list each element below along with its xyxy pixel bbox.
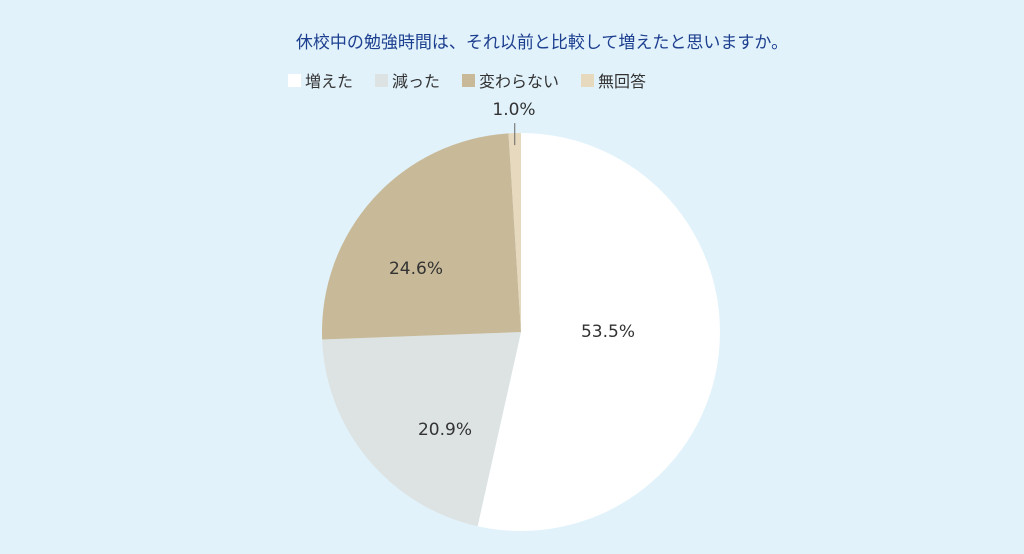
legend-swatch-increased — [288, 73, 301, 87]
chart-legend: 増えた 減った 変わらない 無回答 — [288, 68, 646, 92]
legend-item-no-answer: 無回答 — [581, 68, 646, 92]
legend-label-no-answer: 無回答 — [598, 72, 647, 91]
pie-slice-no-answer — [508, 133, 521, 332]
data-label-decreased: 20.9% — [418, 420, 472, 440]
pie-slice-unchanged — [321, 133, 521, 340]
pie-slice-decreased — [322, 332, 521, 527]
legend-item-unchanged: 変わらない — [462, 68, 559, 92]
data-label-unchanged: 24.6% — [389, 259, 443, 279]
legend-label-decreased: 減った — [392, 72, 441, 91]
legend-label-increased: 増えた — [305, 72, 354, 91]
legend-item-decreased: 減った — [375, 68, 440, 92]
pie-slice-increased — [477, 133, 720, 531]
chart-title: 休校中の勉強時間は、それ以前と比較して増えたと思いますか。 — [295, 33, 789, 53]
legend-item-increased: 増えた — [288, 68, 353, 92]
legend-label-unchanged: 変わらない — [479, 72, 560, 91]
legend-swatch-no-answer — [581, 73, 595, 87]
legend-swatch-decreased — [375, 73, 389, 87]
data-label-increased: 53.5% — [581, 322, 635, 342]
data-label-no-answer: 1.0% — [492, 100, 535, 120]
legend-swatch-unchanged — [462, 73, 476, 87]
